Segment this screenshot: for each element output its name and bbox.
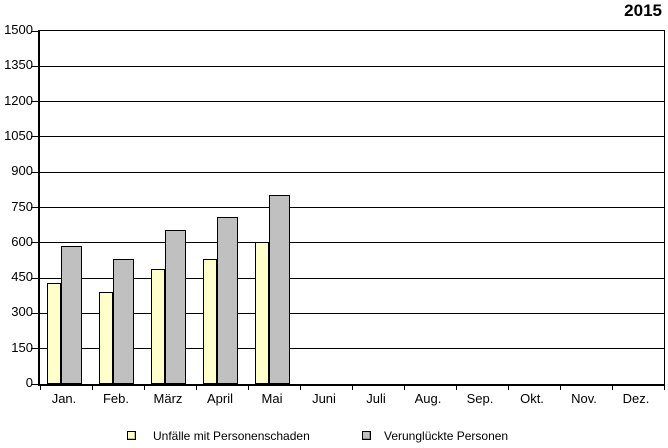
y-tick-label-150: 150 <box>11 339 33 355</box>
gridline-600 <box>40 242 664 244</box>
x-tick-7 <box>403 386 405 390</box>
y-tick-label-1050: 1050 <box>4 127 33 143</box>
x-tick-3 <box>195 386 197 390</box>
x-tick-4 <box>247 386 249 390</box>
y-tick-600 <box>31 242 40 244</box>
gridline-1050 <box>40 136 664 138</box>
legend-key-verungluckte-icon <box>362 431 371 440</box>
y-tick-1200 <box>31 101 40 103</box>
x-tick-0 <box>39 386 41 390</box>
x-tick-1 <box>91 386 93 390</box>
x-tick-12 <box>663 386 665 390</box>
legend-key-unfaelle-icon <box>127 431 136 440</box>
bar-verungluckte-März <box>165 230 186 384</box>
x-tick-label-Dez.: Dez. <box>622 391 650 406</box>
y-tick-750 <box>31 207 40 208</box>
x-tick-6 <box>351 386 353 390</box>
y-tick-label-450: 450 <box>11 269 33 285</box>
bar-verungluckte-Mai <box>269 195 290 384</box>
bar-unfaelle-März <box>151 269 165 384</box>
gridline-1200 <box>40 101 664 103</box>
bar-unfaelle-April <box>203 259 217 384</box>
bar-verungluckte-Feb. <box>113 259 134 384</box>
bar-unfaelle-Feb. <box>99 292 113 384</box>
gridline-750 <box>40 207 664 208</box>
y-tick-1350 <box>31 65 40 67</box>
plot-area <box>31 30 665 390</box>
y-tick-label-750: 750 <box>11 198 33 214</box>
gridline-1350 <box>40 65 664 67</box>
y-tick-label-1200: 1200 <box>4 92 33 108</box>
x-tick-label-Okt.: Okt. <box>520 391 544 406</box>
x-tick-label-Nov.: Nov. <box>571 391 597 406</box>
chart-title-year: 2015 <box>624 1 662 20</box>
y-tick-300 <box>31 312 40 314</box>
x-tick-label-Sep.: Sep. <box>466 391 494 406</box>
x-tick-10 <box>559 386 561 390</box>
bar-verungluckte-Jan. <box>61 246 82 384</box>
x-tick-5 <box>299 386 301 390</box>
x-tick-label-Aug.: Aug. <box>414 391 442 406</box>
y-tick-label-0: 0 <box>25 375 33 390</box>
x-tick-8 <box>455 386 457 390</box>
y-tick-450 <box>31 277 40 279</box>
legend-label-verungluckte: Verunglückte Personen <box>384 429 509 443</box>
x-tick-label-Jan.: Jan. <box>51 391 77 406</box>
x-tick-label-April: April <box>206 391 233 406</box>
y-tick-label-600: 600 <box>11 233 33 249</box>
gridline-150 <box>40 348 664 350</box>
gridline-900 <box>40 171 664 173</box>
x-tick-label-Mai: Mai <box>261 391 283 406</box>
y-tick-label-1500: 1500 <box>4 22 33 37</box>
legend-label-unfaelle: Unfälle mit Personenschaden <box>153 429 310 443</box>
y-tick-900 <box>31 171 40 173</box>
y-tick-1500 <box>31 30 40 32</box>
bar-unfaelle-Jan. <box>47 283 61 384</box>
gridline-300 <box>40 312 664 314</box>
x-tick-2 <box>143 386 145 390</box>
x-tick-label-Feb.: Feb. <box>102 391 129 406</box>
x-tick-11 <box>611 386 613 390</box>
y-tick-150 <box>31 348 40 350</box>
x-tick-9 <box>507 386 509 390</box>
y-tick-label-900: 900 <box>11 163 33 179</box>
bar-verungluckte-April <box>217 217 238 384</box>
bar-unfaelle-Mai <box>255 242 269 384</box>
x-tick-label-Juni: Juni <box>312 391 336 406</box>
y-tick-label-1350: 1350 <box>4 57 33 73</box>
gridline-450 <box>40 277 664 279</box>
x-tick-label-Juli: Juli <box>366 391 386 406</box>
x-tick-label-März: März <box>153 391 183 406</box>
y-tick-0 <box>31 383 40 385</box>
y-tick-label-300: 300 <box>11 304 33 320</box>
y-tick-1050 <box>31 136 40 138</box>
